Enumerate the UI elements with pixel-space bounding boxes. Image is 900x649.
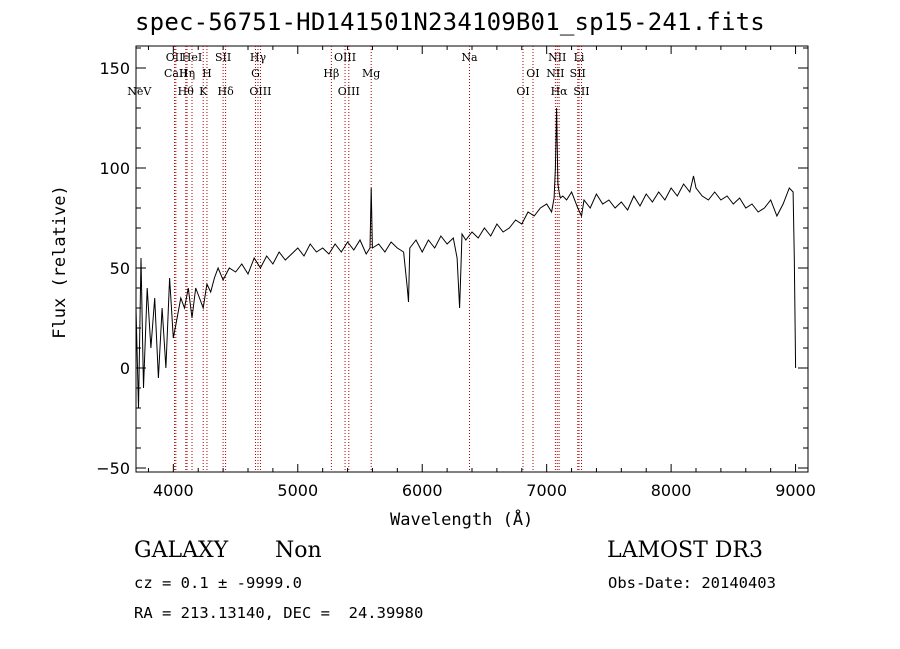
line-marker-label: OII (166, 51, 184, 64)
y-tick-label: 150 (99, 59, 130, 78)
line-marker-label: Na (461, 51, 478, 64)
x-tick-label: 9000 (775, 481, 816, 500)
x-axis-ticks: 4000 5000 6000 7000 8000 9000 (147, 46, 816, 500)
x-tick-label: 5000 (277, 481, 318, 500)
line-marker-label: SII (570, 67, 586, 80)
line-marker-label: Hγ (250, 51, 267, 64)
x-tick-label: 6000 (402, 481, 443, 500)
chart-title: spec-56751-HD141501N234109B01_sp15-241.f… (135, 8, 765, 36)
y-tick-label: −50 (96, 459, 130, 478)
line-marker-label: OI (516, 85, 529, 98)
x-axis-label: Wavelength (Å) (390, 510, 534, 530)
line-marker-label: HeI (182, 51, 202, 64)
line-marker-label: NII (548, 51, 566, 64)
line-marker-label: H (202, 67, 212, 80)
line-marker-label: Hα (551, 85, 569, 98)
line-marker-label: Hη (179, 67, 195, 80)
line-marker-label: G (251, 67, 260, 80)
line-marker-label: Hβ (323, 67, 339, 80)
line-marker-labels: NeVOIICaIIHθHeIHηKHSIIHδHγGOIIIHβOIIIOII… (127, 51, 589, 98)
y-axis-label: Flux (relative) (50, 185, 70, 339)
line-marker-label: Hδ (217, 85, 234, 98)
line-marker-label: K (199, 85, 208, 98)
line-marker-label: Mg (362, 67, 380, 80)
line-marker-label: Hθ (178, 85, 195, 98)
line-marker-label: NeV (127, 85, 152, 98)
line-marker-label: OIII (334, 51, 356, 64)
y-tick-label: 50 (110, 259, 130, 278)
y-axis-ticks: −50 0 50 100 150 (96, 47, 808, 478)
x-tick-label: 7000 (526, 481, 567, 500)
line-marker-label: SII (215, 51, 231, 64)
line-marker-lines (174, 46, 583, 472)
y-tick-label: 0 (120, 359, 130, 378)
obs-date: Obs-Date: 20140403 (608, 574, 776, 592)
flux-series-line (135, 107, 797, 409)
line-marker-label: OIII (249, 85, 271, 98)
line-marker-label: CaII (164, 67, 188, 80)
x-tick-label: 4000 (153, 481, 194, 500)
object-class: GALAXY (134, 538, 229, 563)
line-marker-label: SII (573, 85, 589, 98)
line-marker-label: Li (574, 51, 585, 64)
redshift-line: cz = 0.1 ± -9999.0 (134, 574, 302, 592)
line-marker-label: OI (526, 67, 539, 80)
x-tick-label: 8000 (651, 481, 692, 500)
object-subclass: Non (275, 538, 322, 563)
line-marker-label: OIII (338, 85, 360, 98)
coordinates-line: RA = 213.13140, DEC = 24.39980 (134, 604, 424, 622)
survey-name: LAMOST DR3 (607, 538, 763, 563)
line-marker-label: NII (546, 67, 564, 80)
y-tick-label: 100 (99, 159, 130, 178)
plot-frame (135, 45, 809, 473)
